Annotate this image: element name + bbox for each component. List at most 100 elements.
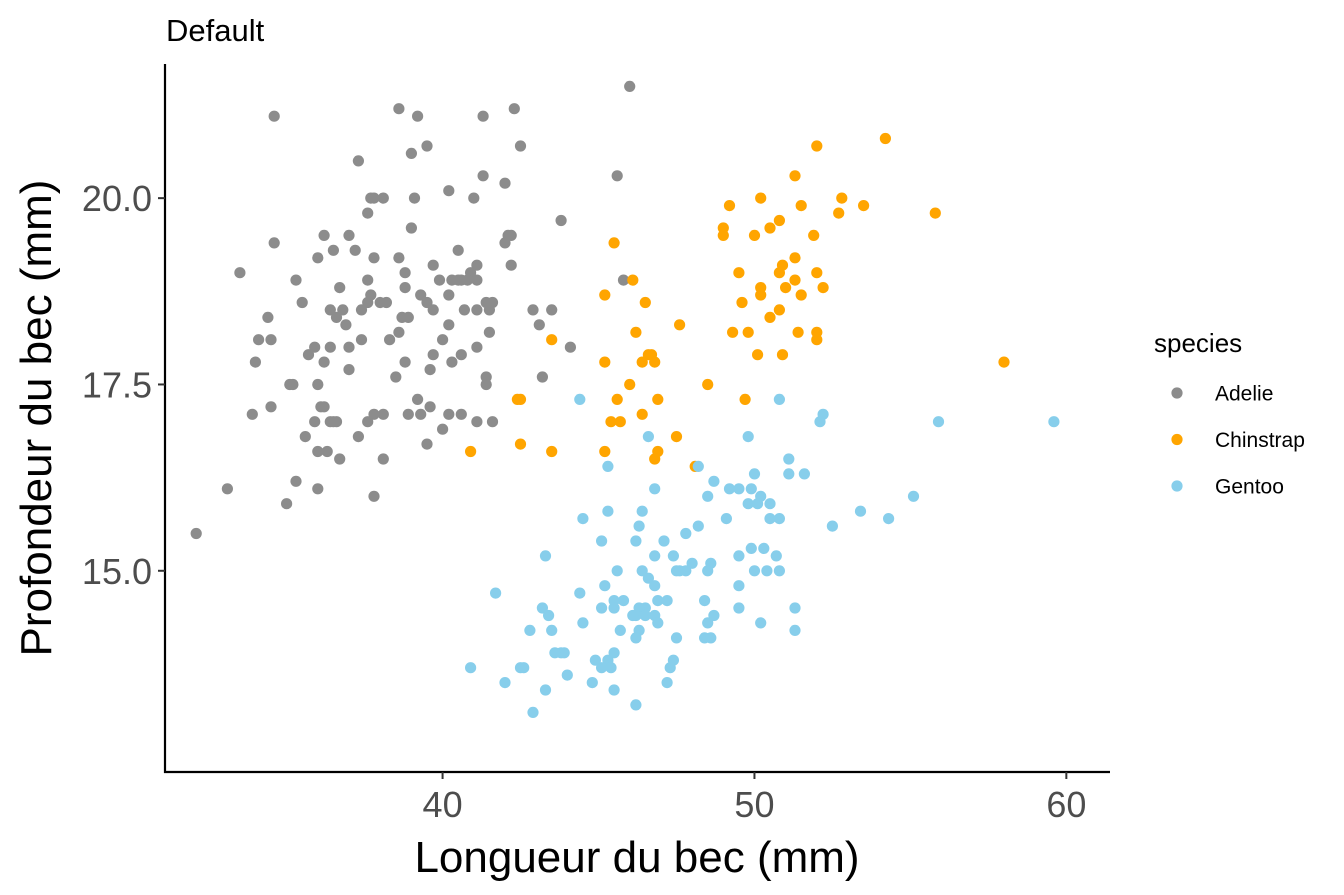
data-point	[330, 416, 343, 428]
data-point	[349, 244, 361, 256]
data-point	[393, 103, 405, 115]
data-point	[739, 393, 751, 405]
data-point	[674, 565, 686, 577]
data-point	[405, 147, 417, 159]
data-point	[377, 453, 389, 465]
legend-key-gentoo	[1171, 480, 1183, 492]
legend-label-adelie: Adelie	[1215, 383, 1273, 406]
data-point	[290, 274, 302, 286]
data-point	[253, 334, 265, 346]
series-adelie	[190, 80, 636, 540]
data-point	[708, 609, 720, 622]
data-point	[577, 617, 589, 629]
data-point	[605, 416, 617, 428]
data-point	[814, 416, 826, 428]
data-point	[471, 259, 483, 271]
data-point	[602, 505, 614, 517]
data-point	[630, 326, 642, 338]
data-point	[630, 632, 642, 644]
data-point	[764, 513, 776, 525]
data-point	[733, 483, 745, 495]
data-point	[452, 244, 464, 256]
data-point	[355, 334, 368, 346]
data-point	[745, 542, 757, 555]
data-point	[536, 602, 549, 614]
data-point	[608, 237, 620, 249]
data-point	[471, 304, 483, 316]
data-point	[764, 498, 776, 510]
data-point	[318, 356, 330, 368]
data-point	[471, 341, 483, 353]
data-point	[362, 296, 374, 309]
data-point	[630, 699, 642, 711]
data-point	[318, 229, 330, 241]
data-point	[443, 185, 455, 197]
data-point	[309, 341, 321, 353]
data-point	[599, 356, 611, 368]
data-point	[221, 483, 233, 495]
data-point	[374, 296, 386, 309]
data-point	[543, 609, 555, 622]
data-point	[524, 624, 536, 637]
data-point	[577, 513, 589, 525]
data-point	[733, 267, 745, 279]
data-point	[340, 319, 352, 331]
data-point	[246, 408, 258, 420]
data-point	[402, 311, 414, 323]
data-point	[652, 595, 664, 607]
data-point	[393, 326, 405, 338]
data-point	[789, 602, 801, 614]
data-point	[674, 319, 686, 331]
data-point	[368, 252, 380, 264]
data-point	[636, 505, 648, 517]
plot-title: Default	[166, 13, 265, 48]
data-point	[652, 393, 664, 405]
legend-label-gentoo: Gentoo	[1215, 476, 1284, 499]
data-point	[362, 416, 374, 428]
data-point	[642, 572, 655, 584]
data-point	[324, 341, 336, 353]
data-point	[312, 483, 324, 495]
data-point	[680, 527, 692, 540]
data-point	[636, 565, 648, 577]
data-point	[421, 438, 433, 450]
data-point	[412, 393, 424, 405]
data-point	[636, 408, 648, 420]
data-point	[312, 445, 324, 458]
data-point	[546, 304, 558, 316]
data-point	[433, 274, 446, 286]
data-point	[458, 304, 470, 316]
data-point	[736, 296, 748, 309]
data-point	[399, 356, 411, 368]
data-point	[265, 334, 277, 346]
data-point	[352, 431, 364, 443]
data-point	[334, 282, 346, 294]
data-point	[443, 319, 455, 331]
data-point	[702, 617, 714, 629]
data-point	[670, 431, 683, 443]
data-point	[817, 282, 829, 294]
series-gentoo	[465, 393, 1060, 719]
data-point	[393, 252, 405, 264]
data-point	[773, 565, 786, 577]
data-point	[780, 282, 792, 294]
data-point	[402, 408, 414, 420]
data-point	[742, 498, 754, 510]
data-point	[642, 431, 655, 443]
data-point	[343, 341, 355, 353]
y-axis-title: Profondeur du bec (mm)	[12, 180, 61, 657]
data-point	[608, 684, 620, 696]
data-point	[748, 229, 761, 241]
data-point	[599, 580, 611, 592]
data-point	[586, 677, 598, 689]
data-point	[854, 505, 867, 517]
data-point	[702, 565, 714, 577]
data-point	[630, 535, 642, 547]
data-point	[415, 408, 427, 420]
data-point	[661, 677, 673, 689]
data-point	[708, 475, 720, 487]
data-point	[752, 498, 764, 510]
data-point	[321, 445, 333, 458]
data-point	[390, 371, 402, 383]
data-point	[368, 490, 380, 502]
